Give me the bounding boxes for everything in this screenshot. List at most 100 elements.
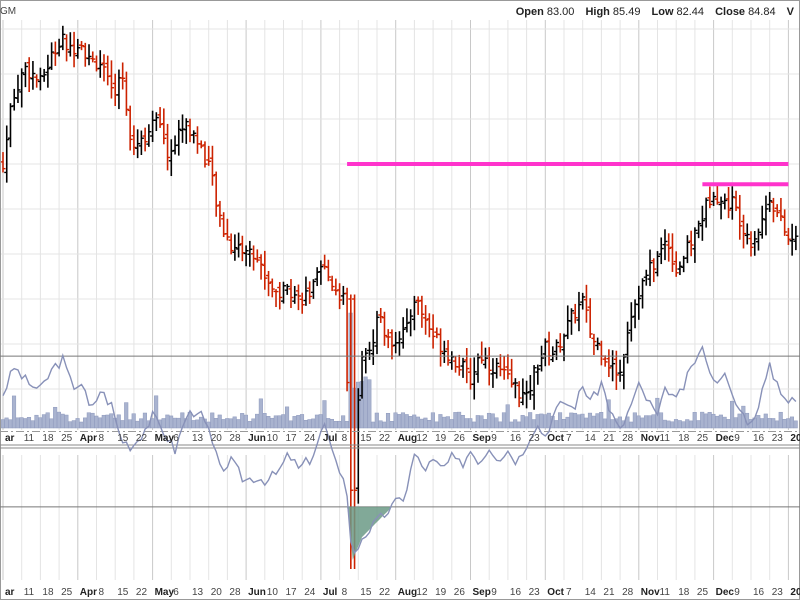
price-bar — [684, 235, 690, 264]
volume-bar — [64, 414, 69, 429]
volume-bar — [71, 420, 76, 429]
volume-bar — [374, 412, 379, 429]
volume-bar — [311, 418, 316, 429]
volume-bar — [778, 411, 783, 429]
price-bar — [445, 340, 451, 366]
price-bar — [153, 112, 159, 132]
price-bar — [662, 229, 668, 261]
volume-bar — [322, 400, 327, 429]
volume-bar — [423, 417, 428, 429]
volume-bar — [756, 415, 761, 429]
x-tick-label: 9 — [491, 433, 497, 444]
x-tick-label: 23 — [772, 433, 784, 444]
price-bar — [426, 313, 432, 338]
x-tick-label: 15 — [117, 587, 129, 598]
volume-bar — [60, 413, 65, 429]
price-bar — [120, 62, 126, 90]
price-bar — [266, 270, 272, 297]
price-bar — [460, 357, 466, 378]
price-bar — [22, 62, 28, 88]
x-tick-label: Aug — [398, 587, 417, 598]
price-bar — [378, 307, 384, 323]
price-bar — [374, 310, 380, 355]
volume-bar — [221, 419, 226, 429]
price-bar — [127, 105, 133, 151]
volume-bar — [520, 415, 525, 429]
price-bar — [557, 333, 563, 353]
volume-bar — [307, 419, 312, 429]
volume-bar — [303, 419, 308, 429]
price-bar — [243, 245, 249, 267]
price-bar — [759, 205, 765, 239]
price-bar — [770, 197, 776, 223]
volume-bar — [718, 414, 723, 429]
volume-bar — [647, 415, 652, 429]
ohlc-readout: Open 83.00 High 85.49 Low 82.44 Close 84.84 … — [508, 6, 794, 18]
x-tick-label: 28 — [229, 433, 241, 444]
volume-bar — [4, 417, 9, 429]
price-bar — [714, 184, 720, 205]
price-bar — [60, 25, 66, 51]
volume-bar — [333, 421, 338, 429]
x-tick-label: 10 — [267, 433, 279, 444]
x-tick-label: Apr — [80, 433, 97, 444]
price-bar — [726, 187, 732, 219]
volume-bar — [277, 415, 282, 429]
volume-bar — [329, 418, 334, 429]
price-bar — [568, 308, 574, 335]
x-tick-label: 6 — [173, 433, 179, 444]
price-bar — [655, 251, 660, 277]
price-bar — [423, 305, 429, 335]
volume-bar — [75, 418, 80, 429]
price-bar — [793, 225, 799, 251]
price-bar — [613, 350, 619, 390]
x-tick-label: 19 — [435, 587, 447, 598]
x-tick-label: 18 — [678, 587, 690, 598]
volume-bar — [385, 413, 391, 429]
volume-bar — [599, 412, 604, 429]
volume-bar — [314, 414, 320, 429]
price-bar — [228, 233, 234, 255]
x-tick-label: 16 — [753, 433, 765, 444]
volume-bar — [232, 416, 237, 429]
price-bar — [340, 285, 346, 305]
price-bar — [303, 276, 309, 306]
volume-bar — [606, 399, 611, 429]
price-bar — [236, 232, 242, 258]
x-tick-label: 26 — [454, 587, 466, 598]
volume-bar — [371, 421, 376, 429]
volume-bar — [580, 413, 585, 429]
price-bar — [617, 359, 623, 382]
volume-bar — [393, 412, 398, 429]
x-tick-label: Jun — [248, 587, 266, 598]
volume-bar — [337, 420, 342, 429]
price-bar — [176, 119, 182, 156]
volume-bar — [165, 414, 170, 429]
volume-bar — [412, 414, 417, 429]
volume-bar — [225, 418, 230, 429]
high-value: 85.49 — [612, 6, 641, 18]
volume-bar — [786, 418, 791, 429]
price-bar — [479, 341, 485, 364]
price-bar — [722, 193, 728, 210]
indicator-panel — [0, 344, 800, 560]
volume-bar — [524, 416, 529, 429]
x-tick-label: 12 — [416, 587, 428, 598]
volume-bar — [486, 412, 492, 429]
volume-bar — [673, 419, 679, 429]
volume-bar — [292, 416, 297, 429]
price-bar — [475, 353, 481, 383]
price-bar — [621, 353, 627, 390]
price-bar — [512, 378, 518, 399]
price-bar — [325, 259, 331, 282]
volume-bar — [131, 413, 136, 429]
price-bar — [520, 378, 526, 406]
volume-bar — [584, 417, 589, 429]
x-tick-label: Sep — [473, 587, 491, 598]
volume-bar — [281, 414, 286, 429]
x-tick-label: 23 — [772, 587, 784, 598]
price-bar — [576, 291, 582, 332]
volume-bar — [629, 421, 634, 429]
volume-bar — [284, 406, 290, 429]
